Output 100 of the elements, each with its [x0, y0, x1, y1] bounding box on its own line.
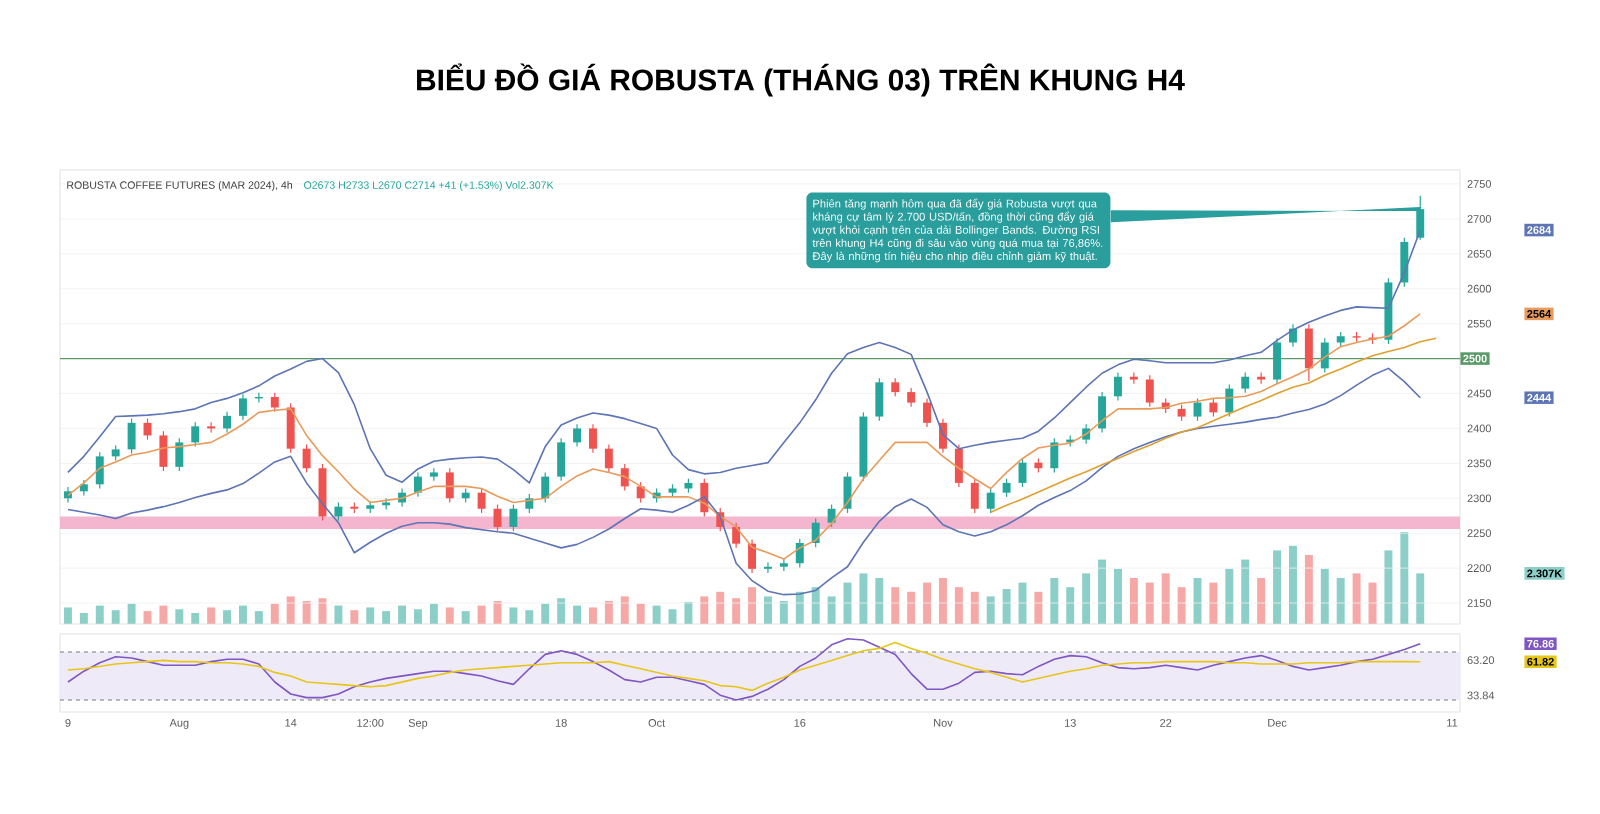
bar — [366, 607, 375, 624]
bar — [477, 605, 486, 624]
bar — [398, 605, 407, 624]
candlestick — [238, 393, 247, 421]
candlestick — [175, 437, 184, 472]
bar — [1129, 578, 1138, 624]
bar — [95, 605, 104, 624]
bar — [1352, 573, 1361, 624]
candlestick — [763, 561, 772, 574]
bar — [63, 607, 72, 624]
bar — [334, 605, 343, 624]
candlestick — [588, 423, 597, 454]
bar — [1416, 573, 1425, 624]
candlestick — [636, 481, 645, 504]
candlestick — [954, 443, 963, 488]
candlestick — [127, 418, 136, 455]
candlestick — [509, 503, 518, 532]
bar — [509, 607, 518, 624]
candlestick — [191, 421, 200, 448]
candlestick — [95, 451, 104, 490]
bar — [286, 596, 295, 624]
candlestick — [891, 377, 900, 397]
candlestick — [986, 487, 995, 514]
candlestick — [207, 421, 216, 434]
candlestick — [541, 471, 550, 504]
bar — [461, 611, 470, 624]
bar — [588, 607, 597, 624]
bar — [541, 603, 550, 624]
bar — [986, 596, 995, 624]
candlestick — [1288, 323, 1297, 348]
chart-title: BIỂU ĐỒ GIÁ ROBUSTA (THÁNG 03) TRÊN KHUNG H4 — [417, 63, 1185, 97]
candlestick — [1098, 391, 1107, 434]
candlestick — [573, 423, 582, 448]
bar — [1336, 578, 1345, 624]
candlestick — [429, 467, 438, 482]
candlestick — [970, 478, 979, 514]
bar — [111, 610, 120, 624]
candlestick — [795, 538, 804, 569]
bar — [1161, 573, 1170, 624]
candlestick — [827, 503, 836, 528]
bar — [1050, 578, 1059, 624]
bar — [429, 603, 438, 624]
bar — [350, 610, 359, 624]
candlestick — [620, 463, 629, 492]
bar — [1257, 578, 1266, 624]
candlestick — [1273, 337, 1282, 385]
bar — [1113, 568, 1122, 624]
bar — [827, 596, 836, 624]
candlestick — [1225, 383, 1234, 418]
bar — [1400, 531, 1409, 624]
candlestick — [907, 387, 916, 408]
bar — [79, 612, 88, 624]
candlestick — [1002, 478, 1011, 498]
bar — [636, 603, 645, 624]
bar — [763, 596, 772, 624]
candlestick — [1304, 323, 1313, 382]
bar — [970, 591, 979, 624]
candlestick — [477, 487, 486, 514]
candlestick — [382, 497, 391, 511]
candlestick — [286, 402, 295, 454]
bar — [700, 596, 709, 624]
bar — [159, 605, 168, 624]
bar — [1288, 545, 1297, 624]
bar — [175, 609, 184, 624]
bar — [1177, 587, 1186, 624]
bar — [1034, 591, 1043, 624]
candlestick — [557, 437, 566, 482]
bar — [1225, 568, 1234, 624]
candlestick — [445, 467, 454, 504]
bar — [938, 578, 947, 624]
candlestick — [748, 538, 757, 574]
bar — [207, 607, 216, 624]
candlestick — [270, 392, 279, 413]
bar — [191, 612, 200, 624]
candlestick — [302, 443, 311, 474]
bar — [954, 587, 963, 624]
bar — [1209, 582, 1218, 624]
candlestick — [779, 558, 788, 572]
candlestick — [334, 501, 343, 522]
bar — [1066, 587, 1075, 624]
bar — [891, 587, 900, 624]
candlestick — [1257, 371, 1266, 385]
candlestick — [223, 411, 232, 434]
bar — [223, 610, 232, 624]
bar — [1384, 550, 1393, 624]
bar — [907, 591, 916, 624]
bar — [1145, 582, 1154, 624]
candlestick — [1050, 437, 1059, 474]
bar — [875, 578, 884, 624]
bar — [413, 609, 422, 624]
bar — [732, 598, 741, 624]
bar — [1082, 573, 1091, 624]
bar — [1304, 555, 1313, 624]
candlestick — [159, 430, 168, 472]
bar — [1273, 550, 1282, 624]
candlestick — [923, 397, 932, 428]
bar — [254, 611, 263, 624]
bar — [573, 605, 582, 624]
bar — [238, 605, 247, 624]
candlestick — [1113, 371, 1122, 402]
